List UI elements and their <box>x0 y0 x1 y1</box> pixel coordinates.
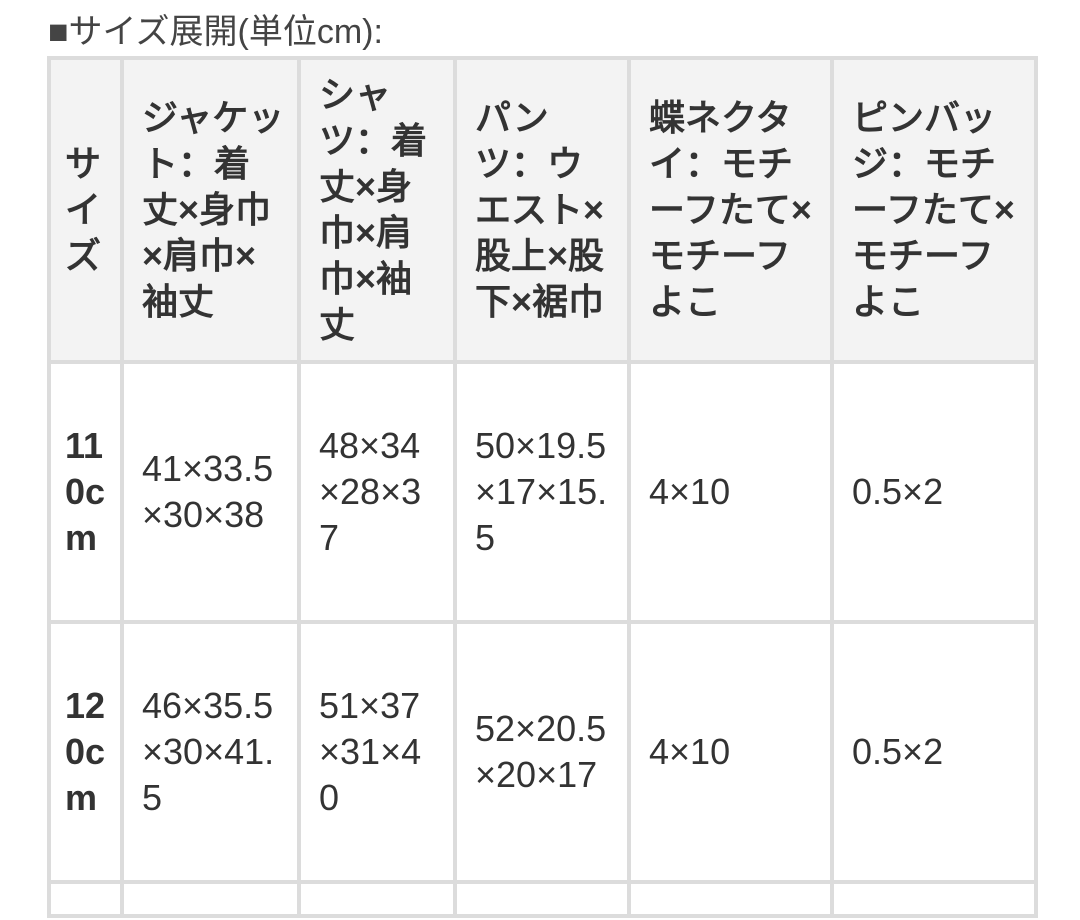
header-cell: パンツ：ウエスト×股上×股下×裾巾 <box>453 56 631 364</box>
table-cell <box>453 880 631 918</box>
table-cell: 0.5×2 <box>830 620 1038 884</box>
header-cell: サイズ <box>47 56 124 364</box>
header-row: サイズ ジャケット：着丈×身巾×肩巾×袖丈 シャツ：着丈×身巾×肩巾×袖丈 パンツ：ウ… <box>47 56 1038 364</box>
header-cell: シャツ：着丈×身巾×肩巾×袖丈 <box>297 56 457 364</box>
table-cell <box>120 880 301 918</box>
table-cell: 51×37×31×40 <box>297 620 457 884</box>
table-row: 120cm 46×35.5×30×41.5 51×37×31×40 52×20.5×2… <box>47 620 1038 884</box>
table-cell: 0.5×2 <box>830 360 1038 624</box>
table-row: 110cm 41×33.5×30×38 48×34×28×37 50×19.5×17×… <box>47 360 1038 624</box>
table-cell: 48×34×28×37 <box>297 360 457 624</box>
table-cell <box>47 880 124 918</box>
header-cell: ジャケット：着丈×身巾×肩巾×袖丈 <box>120 56 301 364</box>
header-cell: 蝶ネクタイ：モチーフたて×モチーフよこ <box>627 56 834 364</box>
table-cell: 110cm <box>47 360 124 624</box>
table-row <box>47 880 1038 918</box>
table-cell: 50×19.5×17×15.5 <box>453 360 631 624</box>
header-cell: ピンバッジ：モチーフたて×モチーフよこ <box>830 56 1038 364</box>
size-table: サイズ ジャケット：着丈×身巾×肩巾×袖丈 シャツ：着丈×身巾×肩巾×袖丈 パンツ：ウ… <box>47 56 1038 918</box>
table-cell: 41×33.5×30×38 <box>120 360 301 624</box>
table-cell <box>297 880 457 918</box>
table-cell: 120cm <box>47 620 124 884</box>
table-cell: 52×20.5×20×17 <box>453 620 631 884</box>
table-cell <box>830 880 1038 918</box>
table-cell: 4×10 <box>627 620 834 884</box>
table-cell: 46×35.5×30×41.5 <box>120 620 301 884</box>
table-cell: 4×10 <box>627 360 834 624</box>
table-cell <box>627 880 834 918</box>
section-heading: ■サイズ展開(単位cm): <box>48 13 383 51</box>
